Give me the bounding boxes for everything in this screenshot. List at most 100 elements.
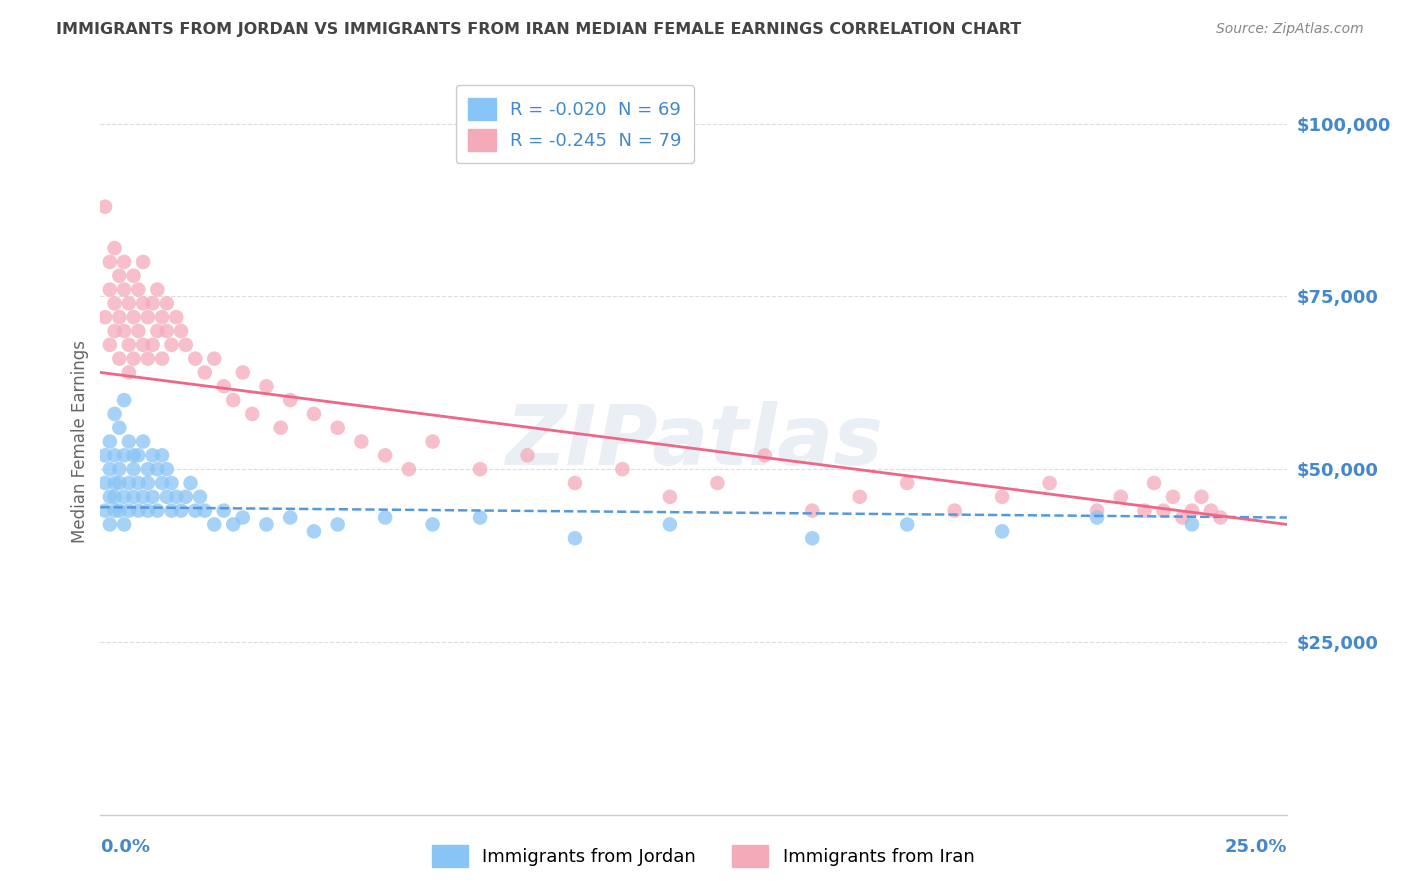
- Point: [132, 434, 155, 449]
- Point: [165, 490, 187, 504]
- Point: [94, 503, 117, 517]
- Point: [754, 448, 776, 462]
- Point: [516, 448, 538, 462]
- Point: [160, 338, 183, 352]
- Point: [184, 351, 207, 366]
- Point: [98, 338, 121, 352]
- Point: [180, 475, 202, 490]
- Point: [1143, 475, 1166, 490]
- Point: [132, 255, 155, 269]
- Point: [150, 475, 173, 490]
- Point: [156, 324, 179, 338]
- Point: [142, 338, 165, 352]
- Point: [112, 448, 135, 462]
- Point: [127, 503, 149, 517]
- Text: ZIPatlas: ZIPatlas: [505, 401, 883, 482]
- Point: [468, 510, 491, 524]
- Point: [896, 517, 918, 532]
- Point: [278, 510, 301, 524]
- Point: [350, 434, 373, 449]
- Point: [256, 517, 278, 532]
- Point: [146, 283, 169, 297]
- Point: [422, 517, 444, 532]
- Point: [118, 503, 141, 517]
- Point: [112, 393, 135, 408]
- Text: Source: ZipAtlas.com: Source: ZipAtlas.com: [1216, 22, 1364, 37]
- Point: [118, 434, 141, 449]
- Point: [326, 517, 349, 532]
- Point: [232, 366, 254, 380]
- Point: [122, 351, 145, 366]
- Point: [122, 448, 145, 462]
- Point: [94, 448, 117, 462]
- Point: [188, 490, 211, 504]
- Point: [142, 448, 165, 462]
- Point: [146, 324, 169, 338]
- Point: [170, 503, 193, 517]
- Point: [374, 510, 396, 524]
- Point: [278, 393, 301, 408]
- Point: [146, 503, 169, 517]
- Point: [1085, 510, 1108, 524]
- Point: [136, 475, 159, 490]
- Point: [94, 475, 117, 490]
- Point: [94, 200, 117, 214]
- Point: [156, 296, 179, 310]
- Point: [184, 503, 207, 517]
- Point: [118, 296, 141, 310]
- Point: [112, 517, 135, 532]
- Point: [104, 503, 127, 517]
- Point: [202, 351, 225, 366]
- Point: [132, 490, 155, 504]
- Point: [212, 379, 235, 393]
- Point: [156, 490, 179, 504]
- Point: [468, 462, 491, 476]
- Point: [658, 517, 681, 532]
- Point: [1181, 517, 1204, 532]
- Point: [118, 475, 141, 490]
- Point: [122, 462, 145, 476]
- Point: [98, 517, 121, 532]
- Point: [564, 475, 586, 490]
- Point: [848, 490, 870, 504]
- Point: [156, 462, 179, 476]
- Point: [98, 255, 121, 269]
- Legend: Immigrants from Jordan, Immigrants from Iran: Immigrants from Jordan, Immigrants from …: [425, 838, 981, 874]
- Point: [326, 421, 349, 435]
- Point: [127, 324, 149, 338]
- Point: [1199, 503, 1222, 517]
- Point: [104, 241, 127, 255]
- Point: [222, 393, 245, 408]
- Point: [108, 421, 131, 435]
- Point: [94, 310, 117, 325]
- Point: [118, 366, 141, 380]
- Point: [1209, 510, 1232, 524]
- Point: [122, 490, 145, 504]
- Point: [127, 283, 149, 297]
- Text: IMMIGRANTS FROM JORDAN VS IMMIGRANTS FROM IRAN MEDIAN FEMALE EARNINGS CORRELATIO: IMMIGRANTS FROM JORDAN VS IMMIGRANTS FRO…: [56, 22, 1022, 37]
- Point: [1181, 503, 1204, 517]
- Point: [170, 324, 193, 338]
- Point: [1161, 490, 1184, 504]
- Point: [118, 338, 141, 352]
- Point: [104, 448, 127, 462]
- Point: [896, 475, 918, 490]
- Point: [104, 324, 127, 338]
- Point: [104, 407, 127, 421]
- Point: [658, 490, 681, 504]
- Point: [174, 490, 197, 504]
- Point: [136, 310, 159, 325]
- Point: [991, 490, 1014, 504]
- Point: [136, 351, 159, 366]
- Point: [98, 434, 121, 449]
- Point: [112, 283, 135, 297]
- Point: [98, 462, 121, 476]
- Point: [612, 462, 634, 476]
- Point: [174, 338, 197, 352]
- Point: [374, 448, 396, 462]
- Point: [991, 524, 1014, 539]
- Point: [108, 310, 131, 325]
- Point: [706, 475, 728, 490]
- Point: [104, 490, 127, 504]
- Point: [150, 310, 173, 325]
